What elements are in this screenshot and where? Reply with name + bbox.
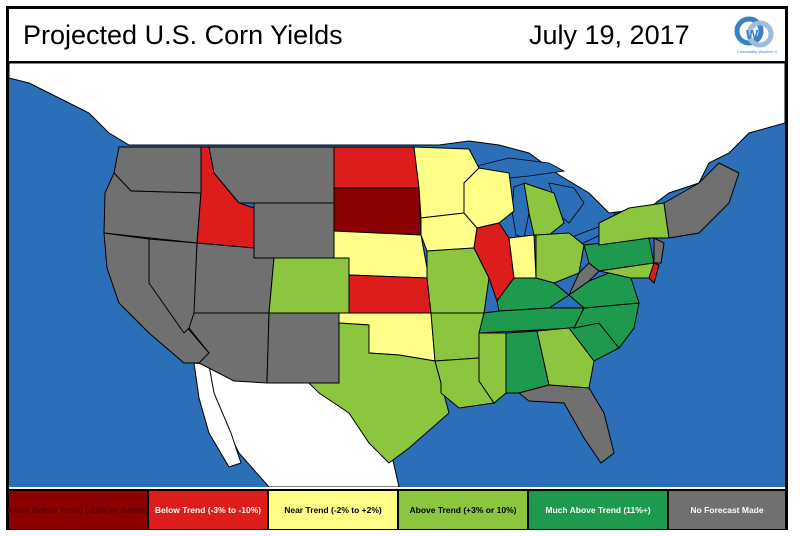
state-tx bbox=[307, 322, 450, 464]
state-nd bbox=[333, 146, 420, 189]
state-co bbox=[268, 257, 350, 314]
state-wy bbox=[253, 202, 335, 259]
state-ne_us bbox=[663, 162, 740, 239]
legend-item-near: Near Trend (-2% to +2%) bbox=[269, 491, 399, 529]
baja-california bbox=[193, 362, 242, 468]
legend-item-above: Above Trend (+3% or 10%) bbox=[399, 491, 529, 529]
state-wi bbox=[463, 167, 515, 229]
state-in bbox=[508, 234, 537, 279]
state-ar bbox=[430, 312, 485, 362]
state-de bbox=[648, 262, 660, 284]
header: Projected U.S. Corn Yields July 19, 2017… bbox=[9, 9, 785, 63]
state-ks bbox=[348, 274, 432, 314]
state-sd bbox=[333, 187, 422, 236]
map-title: Projected U.S. Corn Yields bbox=[23, 20, 343, 50]
map-frame: Projected U.S. Corn Yields July 19, 2017… bbox=[6, 6, 788, 530]
svg-text:W: W bbox=[746, 27, 759, 42]
legend-item-no-forecast: No Forecast Made bbox=[669, 491, 785, 529]
state-nj bbox=[653, 237, 665, 264]
state-md bbox=[598, 262, 655, 279]
legend-item-below: Below Trend (-3% to -10%) bbox=[149, 491, 269, 529]
forecast-date: July 19, 2017 bbox=[529, 20, 690, 50]
corn-yield-map bbox=[9, 63, 785, 487]
svg-text:Commodity Weather Group: Commodity Weather Group bbox=[737, 49, 777, 54]
state-nm bbox=[266, 312, 340, 384]
state-fl bbox=[517, 384, 615, 464]
cwg-logo: W Commodity Weather Group bbox=[734, 16, 777, 54]
state-wa bbox=[113, 146, 210, 194]
legend-item-much-below: Much Below Trend (-11% or Below) bbox=[8, 491, 149, 529]
us-states bbox=[103, 146, 740, 464]
legend: Much Below Trend (-11% or Below) Below Tr… bbox=[8, 489, 785, 529]
legend-item-much-above: Much Above Trend (11%+) bbox=[529, 491, 669, 529]
